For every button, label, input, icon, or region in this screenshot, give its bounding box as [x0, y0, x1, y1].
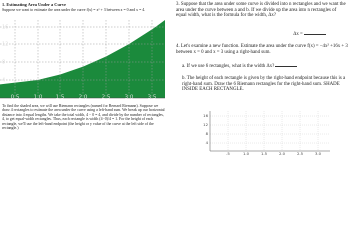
x-tick-label: 3.0: [315, 151, 322, 156]
x-tick-label: 1.5: [56, 95, 65, 101]
x-tick-label: 1.5: [261, 151, 268, 156]
blank: [304, 34, 326, 35]
x-tick-label: 2.5: [102, 95, 111, 101]
x-tick-label: 2.0: [79, 95, 88, 101]
question-4: 4. Let's examine a new function. Estimat…: [176, 44, 348, 55]
x-tick-label: .5: [226, 151, 230, 156]
left-graph: 16 12 8 4 0.5 1.0 1.5 2.0 2.5 3.0 3.5: [0, 20, 168, 102]
y-tick-label: 12: [2, 42, 8, 48]
right-graph: 16 12 8 4 .5 1.0 1.5 2.0 2.5 3.0: [203, 111, 330, 156]
blank: [275, 66, 298, 67]
paragraph: To find the shaded area, we will use Rie…: [2, 104, 165, 131]
x-tick-label: 1.0: [243, 151, 250, 156]
intro: Suppose we want to estimate the area und…: [2, 8, 146, 12]
y-tick-label: 12: [203, 122, 208, 127]
page: 1. Estimating Area Under a Curve Suppose…: [0, 2, 348, 156]
question-4a: a. If we use 6 rectangles, what is the w…: [182, 64, 348, 70]
y-tick-label: 8: [206, 131, 209, 136]
question-4a-text: a. If we use 6 rectangles, what is the w…: [182, 64, 275, 69]
y-tick-label: 4: [2, 78, 5, 84]
y-tick-label: 16: [203, 113, 208, 118]
answer-line: Δx =: [176, 32, 326, 38]
x-tick-label: 2.0: [279, 151, 286, 156]
question-4b: b. The height of each rectangle is given…: [182, 76, 346, 93]
x-tick-label: 2.5: [297, 151, 304, 156]
x-tick-label: 0.5: [11, 95, 20, 101]
y-tick-label: 4: [206, 140, 209, 145]
question-3: 3. Suppose that the area under some curv…: [176, 2, 346, 19]
x-tick-label: 1.0: [34, 95, 43, 101]
answer-label: Δx =: [293, 32, 303, 37]
x-tick-label: 3.5: [148, 95, 157, 101]
y-tick-label: 8: [2, 60, 5, 66]
y-tick-label: 16: [2, 25, 8, 31]
title: 1. Estimating Area Under a Curve: [2, 2, 66, 7]
x-tick-label: 3.0: [125, 95, 134, 101]
